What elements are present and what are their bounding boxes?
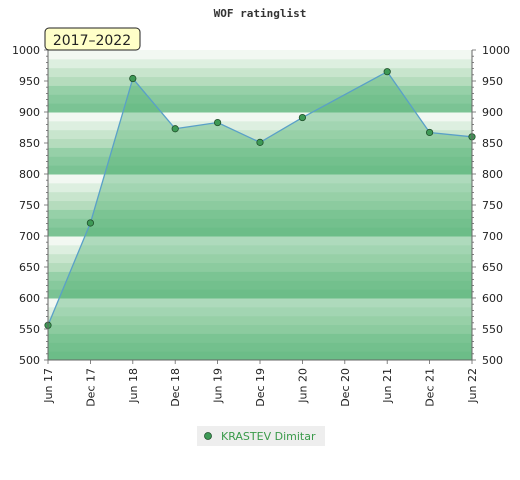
background-band <box>48 58 472 69</box>
data-point <box>129 74 137 83</box>
background-band <box>48 120 472 131</box>
y-tick-label: 750 <box>482 199 503 212</box>
y-axis-left: 500 550 600 650 700 750 800 850 900 950 1000 <box>12 44 40 367</box>
y-tick-label: 850 <box>19 137 40 150</box>
y-tick-label: 700 <box>482 230 503 243</box>
x-tick-label: Dec 20 <box>339 368 352 407</box>
y-tick-label: 500 <box>482 354 503 367</box>
x-tick-label: Jun 22 <box>466 368 479 404</box>
data-point <box>383 68 391 76</box>
x-tick-label: Dec 18 <box>169 368 182 407</box>
data-point <box>256 138 264 146</box>
background-band <box>48 156 472 166</box>
background-band <box>48 253 472 264</box>
y-tick-label: 600 <box>19 292 40 305</box>
background-band <box>48 103 472 113</box>
background-band <box>48 129 472 140</box>
x-tick-label: Jun 20 <box>296 368 309 404</box>
background-band <box>48 94 472 104</box>
background-band <box>48 218 472 228</box>
legend-label: KRASTEV Dimitar <box>221 430 316 443</box>
background-band <box>48 227 472 237</box>
background-band <box>48 298 472 308</box>
background-band <box>48 165 472 175</box>
background-band <box>48 351 472 361</box>
background-band <box>48 174 472 184</box>
year-range-badge: 2017–2022 <box>44 27 141 51</box>
background-bands <box>48 50 472 361</box>
data-point <box>425 128 434 137</box>
y-tick-label: 850 <box>482 137 503 150</box>
y-tick-label: 900 <box>19 106 40 119</box>
y-axis-right: 500 550 600 650 700 750 800 850 900 950 1000 <box>482 44 510 367</box>
x-tick-label: Jun 21 <box>381 368 394 404</box>
y-tick-label: 550 <box>19 323 40 336</box>
y-tick-label: 800 <box>482 168 503 181</box>
year-range-label: 2017–2022 <box>53 33 131 49</box>
data-point <box>86 219 95 227</box>
background-band <box>48 85 472 95</box>
x-tick-label: Dec 17 <box>84 368 97 407</box>
legend: KRASTEV Dimitar <box>197 426 325 446</box>
y-tick-label: 500 <box>19 354 40 367</box>
chart-title: WOF ratinglist <box>214 7 307 20</box>
background-band <box>48 236 472 246</box>
background-band <box>48 191 472 202</box>
y-tick-label: 650 <box>482 261 503 274</box>
background-band <box>48 289 472 299</box>
area-fill <box>48 71 472 360</box>
background-band <box>48 244 472 255</box>
background-band <box>48 147 472 157</box>
y-tick-label: 700 <box>19 230 40 243</box>
y-tick-label: 1000 <box>482 44 510 57</box>
y-tick-label: 1000 <box>12 44 40 57</box>
y-tick-label: 750 <box>19 199 40 212</box>
background-band <box>48 333 472 343</box>
background-band <box>48 271 472 281</box>
background-band <box>48 209 472 219</box>
background-band <box>48 262 472 272</box>
x-tick-label: Jun 18 <box>127 368 140 404</box>
y-tick-label: 650 <box>19 261 40 274</box>
x-tick-label: Jun 17 <box>42 368 55 404</box>
background-band <box>48 67 472 78</box>
data-point <box>171 125 179 133</box>
background-band <box>48 112 472 122</box>
background-band <box>48 76 472 86</box>
background-band <box>48 315 472 326</box>
x-axis: Jun 17 Dec 17 Jun 18 Dec 18 Jun 19 Dec 19 Jun … <box>42 368 479 407</box>
axes <box>44 49 476 364</box>
y-tick-label: 950 <box>19 75 40 88</box>
background-band <box>48 324 472 334</box>
y-tick-label: 550 <box>482 323 503 336</box>
y-tick-label: 950 <box>482 75 503 88</box>
background-band <box>48 182 472 193</box>
series-line <box>47 70 473 326</box>
y-tick-label: 800 <box>19 168 40 181</box>
x-tick-label: Jun 19 <box>212 368 225 404</box>
y-tick-label: 600 <box>482 292 503 305</box>
data-point <box>298 113 306 122</box>
background-band <box>48 342 472 352</box>
y-tick-label: 900 <box>482 106 503 119</box>
data-point <box>214 118 222 127</box>
background-band <box>48 50 472 60</box>
background-band <box>48 280 472 290</box>
background-band <box>48 200 472 210</box>
legend-marker <box>204 432 212 440</box>
rating-line <box>47 70 473 326</box>
background-band <box>48 306 472 317</box>
x-tick-label: Dec 21 <box>424 368 437 407</box>
area-path <box>48 71 472 360</box>
x-tick-label: Dec 19 <box>254 368 267 407</box>
data-markers <box>44 68 476 329</box>
